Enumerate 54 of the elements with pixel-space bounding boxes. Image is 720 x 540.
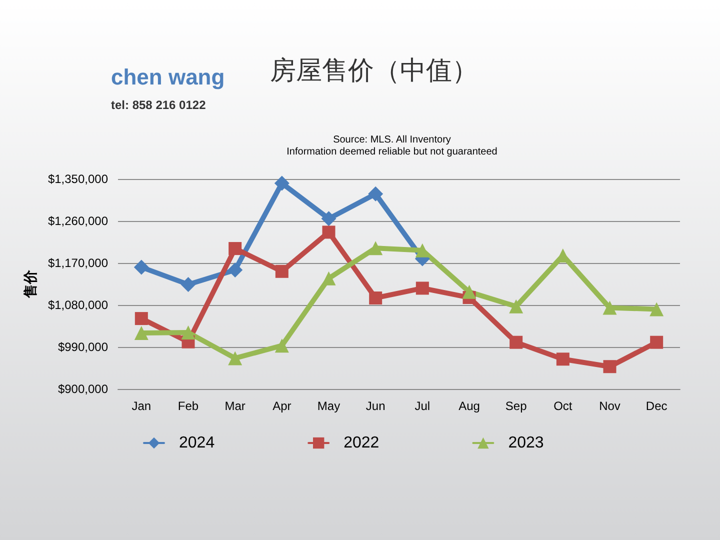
source-note: Source: MLS. All Inventory — [333, 134, 451, 146]
x-tick-label: Jun — [366, 399, 386, 413]
point — [510, 336, 523, 349]
y-tick-label: $900,000 — [58, 382, 108, 396]
point — [180, 276, 196, 292]
point — [322, 271, 336, 286]
x-tick-label: Jul — [414, 399, 430, 413]
point — [134, 312, 148, 326]
point — [650, 302, 664, 316]
point — [322, 226, 336, 239]
point — [416, 282, 429, 295]
point — [181, 326, 196, 340]
point — [369, 292, 382, 304]
point — [228, 351, 242, 366]
point — [321, 211, 336, 226]
point — [462, 284, 476, 299]
point — [415, 243, 430, 258]
x-tick-label: Sep — [505, 399, 528, 413]
x-tick-label: Dec — [646, 399, 668, 413]
point — [368, 241, 383, 256]
y-tick-label: $1,350,000 — [48, 172, 108, 186]
y-tick-label: $1,260,000 — [48, 214, 108, 228]
x-tick-label: Feb — [178, 399, 199, 413]
point — [556, 352, 570, 366]
point — [274, 338, 289, 353]
x-tick-label: Mar — [224, 399, 246, 413]
x-tick-label: Apr — [272, 399, 292, 413]
text: Information deemed reliable but not guaranteed — [286, 146, 498, 158]
point — [134, 260, 149, 275]
point — [368, 186, 384, 202]
chart-title: 房屋售价（中值） — [270, 55, 478, 85]
point — [228, 242, 242, 256]
y-tick-label: $1,080,000 — [48, 298, 108, 312]
x-tick-label: May — [317, 399, 340, 413]
legend-label: 2023 — [508, 434, 544, 452]
legend-label: 2024 — [179, 434, 215, 452]
point — [275, 264, 288, 278]
y-axis-title: 售价 — [22, 269, 38, 299]
point — [603, 360, 616, 374]
y-tick-label: $990,000 — [58, 340, 108, 354]
point — [650, 336, 664, 349]
x-tick-label: Jan — [132, 399, 152, 413]
point — [509, 299, 524, 314]
legend-label: 2022 — [344, 434, 380, 452]
x-tick-label: Oct — [554, 399, 573, 413]
y-tick-label: $1,170,000 — [48, 256, 108, 270]
point — [228, 262, 243, 278]
x-tick-label: Nov — [599, 399, 620, 413]
text: chen wang — [111, 64, 225, 90]
point — [134, 326, 148, 340]
point — [274, 176, 290, 191]
x-tick-label: Aug — [458, 399, 480, 413]
text: tel: 858 216 0122 — [111, 98, 206, 112]
point — [602, 300, 617, 315]
